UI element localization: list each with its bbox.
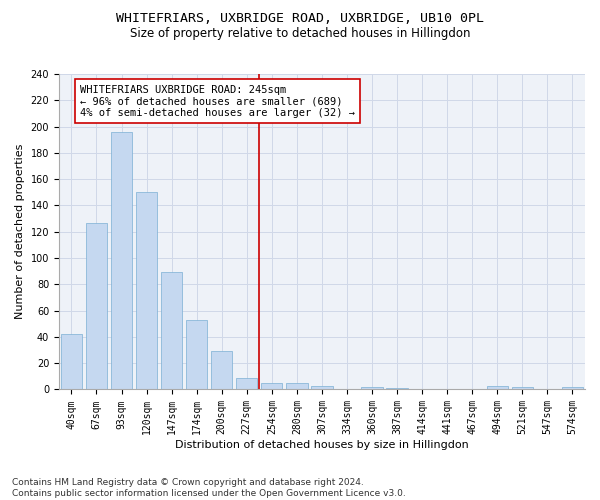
- Bar: [236, 378, 257, 390]
- Bar: [86, 222, 107, 390]
- Bar: [186, 320, 208, 390]
- Bar: [562, 387, 583, 390]
- Bar: [261, 383, 283, 390]
- Bar: [211, 352, 232, 390]
- X-axis label: Distribution of detached houses by size in Hillingdon: Distribution of detached houses by size …: [175, 440, 469, 450]
- Bar: [136, 192, 157, 390]
- Bar: [61, 334, 82, 390]
- Bar: [111, 132, 132, 390]
- Bar: [361, 387, 383, 390]
- Text: WHITEFRIARS UXBRIDGE ROAD: 245sqm
← 96% of detached houses are smaller (689)
4% : WHITEFRIARS UXBRIDGE ROAD: 245sqm ← 96% …: [80, 84, 355, 117]
- Text: WHITEFRIARS, UXBRIDGE ROAD, UXBRIDGE, UB10 0PL: WHITEFRIARS, UXBRIDGE ROAD, UXBRIDGE, UB…: [116, 12, 484, 26]
- Bar: [512, 387, 533, 390]
- Bar: [286, 383, 308, 390]
- Bar: [161, 272, 182, 390]
- Y-axis label: Number of detached properties: Number of detached properties: [15, 144, 25, 320]
- Text: Contains HM Land Registry data © Crown copyright and database right 2024.
Contai: Contains HM Land Registry data © Crown c…: [12, 478, 406, 498]
- Text: Size of property relative to detached houses in Hillingdon: Size of property relative to detached ho…: [130, 28, 470, 40]
- Bar: [386, 388, 408, 390]
- Bar: [487, 386, 508, 390]
- Bar: [311, 386, 332, 390]
